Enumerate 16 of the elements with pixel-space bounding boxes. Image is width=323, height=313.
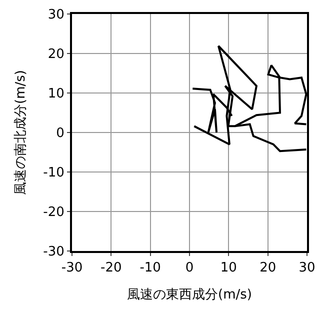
- x-axis-title: 風速の東西成分(m/s): [127, 288, 252, 303]
- y-tick-label: 0: [56, 126, 64, 142]
- x-tick-label: -10: [140, 260, 161, 276]
- x-tick-label: 10: [220, 260, 237, 276]
- y-tick-label: 20: [48, 47, 64, 62]
- y-tick-label: 10: [48, 86, 64, 102]
- y-tick-label: -30: [43, 244, 64, 260]
- y-tick-label: -20: [43, 205, 64, 220]
- y-tick-label: 30: [48, 8, 64, 23]
- x-tick-label: 0: [185, 260, 194, 276]
- x-tick-label: 20: [260, 260, 276, 276]
- x-tick-label: 30: [298, 260, 316, 276]
- x-tick-label: -30: [61, 260, 83, 276]
- y-axis-title: 風速の南北成分(m/s): [14, 70, 29, 195]
- x-tick-label: -20: [100, 260, 122, 276]
- y-tick-label: -10: [43, 166, 64, 181]
